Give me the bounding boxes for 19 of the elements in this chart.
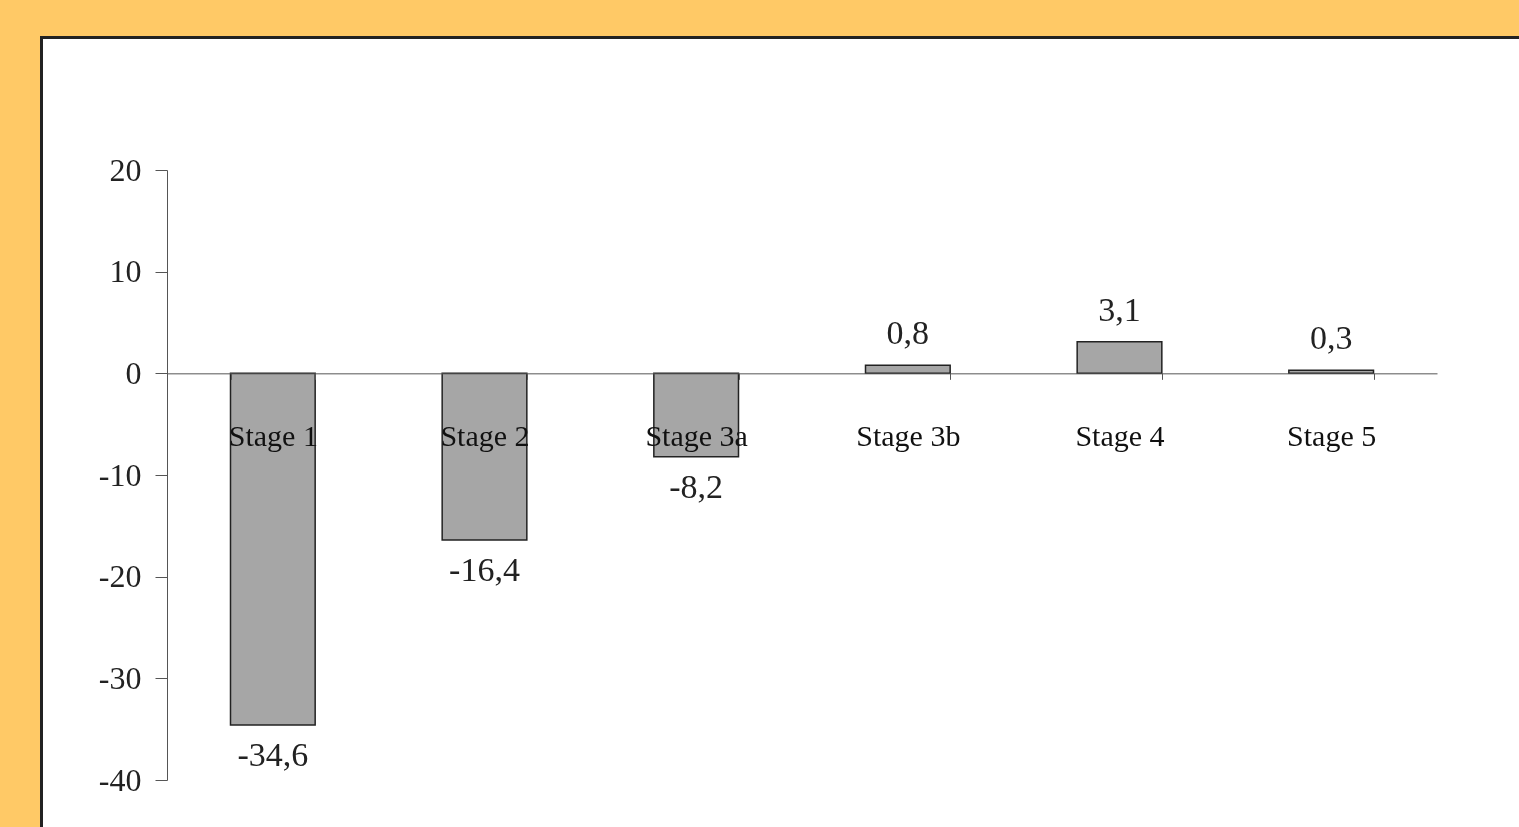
data-label: -8,2 bbox=[669, 467, 724, 505]
y-tick-label: -30 bbox=[98, 659, 142, 696]
data-label: 3,1 bbox=[1098, 290, 1141, 328]
y-tick-label: 20 bbox=[109, 151, 142, 188]
bar bbox=[1076, 341, 1163, 375]
x-tick-label: Stage 5 bbox=[1287, 418, 1377, 452]
y-tick-label: -40 bbox=[98, 761, 142, 798]
y-tick-label: -20 bbox=[98, 558, 142, 595]
x-tick-label: Stage 4 bbox=[1075, 418, 1165, 452]
y-tick-label: 10 bbox=[109, 253, 142, 290]
y-tick-label: 0 bbox=[125, 354, 142, 391]
bar bbox=[864, 364, 951, 375]
data-label: -16,4 bbox=[449, 551, 520, 589]
data-label: -34,6 bbox=[237, 736, 309, 774]
y-tick-label: -10 bbox=[98, 456, 142, 493]
data-label: 0,8 bbox=[886, 314, 930, 352]
x-tick-label: Stage 3b bbox=[856, 418, 961, 452]
bar bbox=[229, 372, 316, 726]
data-label: 0,3 bbox=[1309, 319, 1353, 357]
